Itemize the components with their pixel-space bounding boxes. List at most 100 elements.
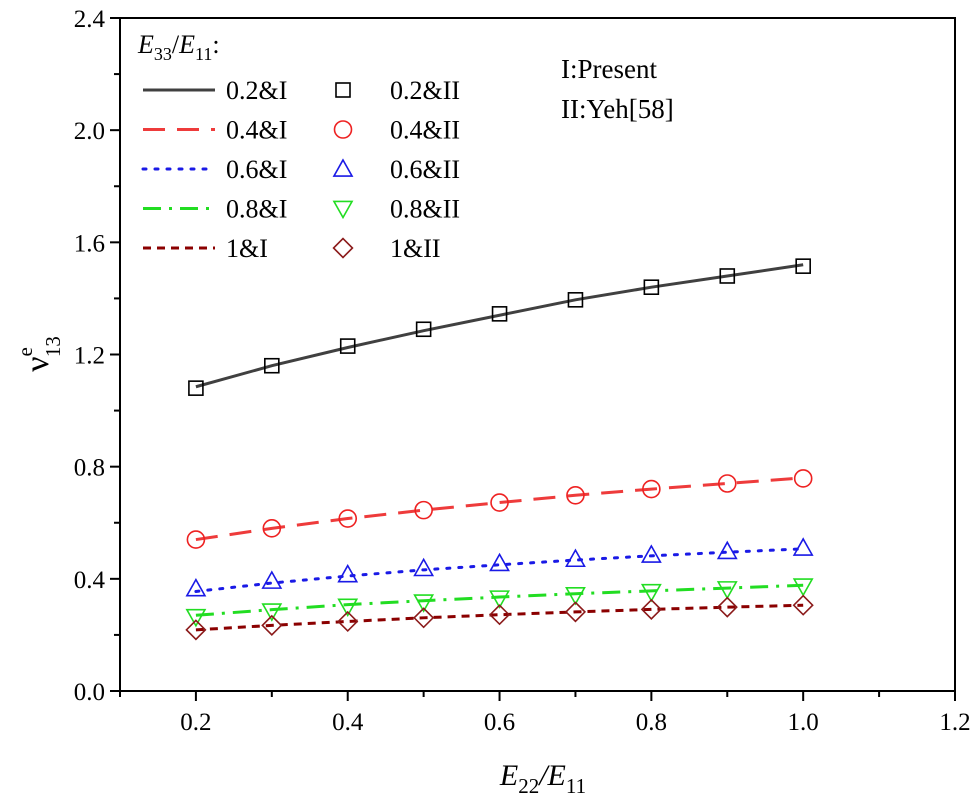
data-point-0p4-ii <box>490 493 509 512</box>
data-point-1-ii <box>792 594 814 616</box>
data-point-0p2-ii <box>188 380 204 396</box>
data-point-0p8-ii <box>792 578 814 597</box>
y-tick-label: 0.8 <box>74 455 105 482</box>
series-1-i <box>195 603 804 632</box>
data-point-0p2-ii <box>567 292 584 308</box>
data-point-0p2-ii <box>719 268 736 284</box>
data-point-0p4-ii <box>566 485 585 505</box>
data-point-0p6-ii <box>565 548 586 568</box>
legend-label-0p4-i: 0.4&I <box>226 116 287 145</box>
data-point-1-ii <box>261 614 283 636</box>
data-point-0p4-ii <box>642 479 661 499</box>
note-1: I:Present <box>561 54 657 84</box>
legend-label-0p8-ii: 0.8&II <box>390 195 460 224</box>
series-0p4-i <box>195 476 804 542</box>
data-point-0p6-ii <box>337 563 359 583</box>
data-point-0p2-ii <box>643 279 660 296</box>
series-1-ii <box>185 594 814 641</box>
data-point-1-ii <box>564 601 587 623</box>
series-line-0p8-i <box>195 583 804 617</box>
legend: E33/E11:0.2&I 0.2&II 0.4&I 0.4&II 0.6&I 0.6&I… <box>137 30 460 263</box>
y-axis-title: νe 13 <box>13 336 65 372</box>
data-point-0p6-ii <box>792 537 814 556</box>
y-axis-title-text: νe 13 <box>13 336 65 372</box>
legend-swatch-0p4-ii <box>333 120 353 139</box>
x-tick-label: 1.0 <box>788 709 819 736</box>
data-point-0p6-ii <box>716 540 738 560</box>
y-tick-label: 0.4 <box>74 567 106 594</box>
data-point-0p8-ii <box>716 581 738 600</box>
axis-titles: E22/E11 νe 13 <box>13 336 586 798</box>
series-0p2-ii <box>188 258 811 396</box>
legend-label-0p2-ii: 0.2&II <box>390 76 460 105</box>
data-point-0p8-ii <box>565 586 586 606</box>
legend-label-1-ii: 1&II <box>390 234 441 263</box>
data-point-0p6-ii <box>413 557 435 577</box>
series-0p2-i <box>195 263 804 389</box>
legend-swatch-0p6-ii <box>332 158 354 177</box>
legend-item-1-i: 1&I <box>143 234 268 263</box>
data-point-0p4-ii <box>186 530 206 549</box>
data-point-0p8-ii <box>489 590 510 609</box>
series-line-0p4-i <box>195 476 804 542</box>
y-tick-label: 2.0 <box>74 118 105 145</box>
data-point-0p4-ii <box>717 474 737 493</box>
series-0p8-i <box>195 583 804 617</box>
y-tick-label: 0.0 <box>74 679 105 706</box>
data-point-0p8-ii <box>337 598 359 617</box>
data-point-0p6-ii <box>261 570 283 589</box>
data-point-0p4-ii <box>414 500 433 520</box>
y-tick-label: 1.6 <box>74 230 105 257</box>
data-point-1-ii <box>413 607 435 629</box>
x-tick-label: 0.2 <box>180 709 211 736</box>
legend-item-0p6-ii: 0.6&II <box>332 155 460 184</box>
legend-item-0p4-i: 0.4&I <box>143 116 287 145</box>
legend-label-0p6-i: 0.6&I <box>226 155 287 184</box>
data-point-0p4-ii <box>338 509 358 528</box>
data-point-1-ii <box>488 604 511 626</box>
legend-label-0p8-i: 0.8&I <box>226 195 287 224</box>
data-point-0p6-ii <box>640 544 662 563</box>
legend-swatch-0p2-ii <box>335 82 351 98</box>
data-point-0p4-ii <box>262 519 282 538</box>
data-point-0p8-ii <box>640 583 662 603</box>
series-0p6-i <box>194 547 805 593</box>
legend-label-0p2-i: 0.2&I <box>226 76 287 105</box>
series-0p6-ii <box>185 537 814 597</box>
data-point-1-ii <box>640 598 662 620</box>
data-point-1-ii <box>716 596 738 618</box>
data-point-0p2-ii <box>264 357 280 374</box>
note-2: II:Yeh[58] <box>561 94 674 124</box>
data-point-0p2-ii <box>415 321 432 338</box>
x-axis-title: E22/E11 <box>499 759 586 798</box>
y-tick-label: 1.2 <box>74 343 105 370</box>
x-tick-label: 1.2 <box>939 709 970 736</box>
series-line-0p2-i <box>195 263 804 389</box>
data-point-0p8-ii <box>261 603 283 622</box>
data-point-0p8-ii <box>185 608 207 628</box>
legend-swatch-0p8-ii <box>332 200 354 220</box>
data-point-0p6-ii <box>489 552 510 572</box>
legend-item-0p2-i: 0.2&I <box>143 76 287 105</box>
legend-swatch-1-ii <box>332 237 354 259</box>
data-point-0p8-ii <box>413 594 435 613</box>
x-tick-label: 0.8 <box>636 709 667 736</box>
series-line-0p6-i <box>194 547 805 593</box>
legend-item-0p8-ii: 0.8&II <box>332 195 460 224</box>
legend-label-1-i: 1&I <box>226 234 268 263</box>
legend-label-0p4-ii: 0.4&II <box>390 116 460 145</box>
notes: I:Present II:Yeh[58] <box>561 54 674 124</box>
data-point-0p2-ii <box>795 258 811 274</box>
series-line-1-i <box>195 603 804 632</box>
legend-item-0p4-ii: 0.4&II <box>333 116 460 145</box>
legend-label-0p6-ii: 0.6&II <box>390 155 460 184</box>
data-point-1-ii <box>337 610 359 633</box>
x-tick-label: 0.4 <box>332 709 364 736</box>
y-tick-label: 2.4 <box>74 6 106 33</box>
data-point-0p2-ii <box>339 338 356 354</box>
series-0p8-ii <box>185 578 814 628</box>
series-0p4-ii <box>186 469 813 549</box>
legend-item-1-ii: 1&II <box>332 234 441 263</box>
data-point-0p2-ii <box>491 306 508 322</box>
